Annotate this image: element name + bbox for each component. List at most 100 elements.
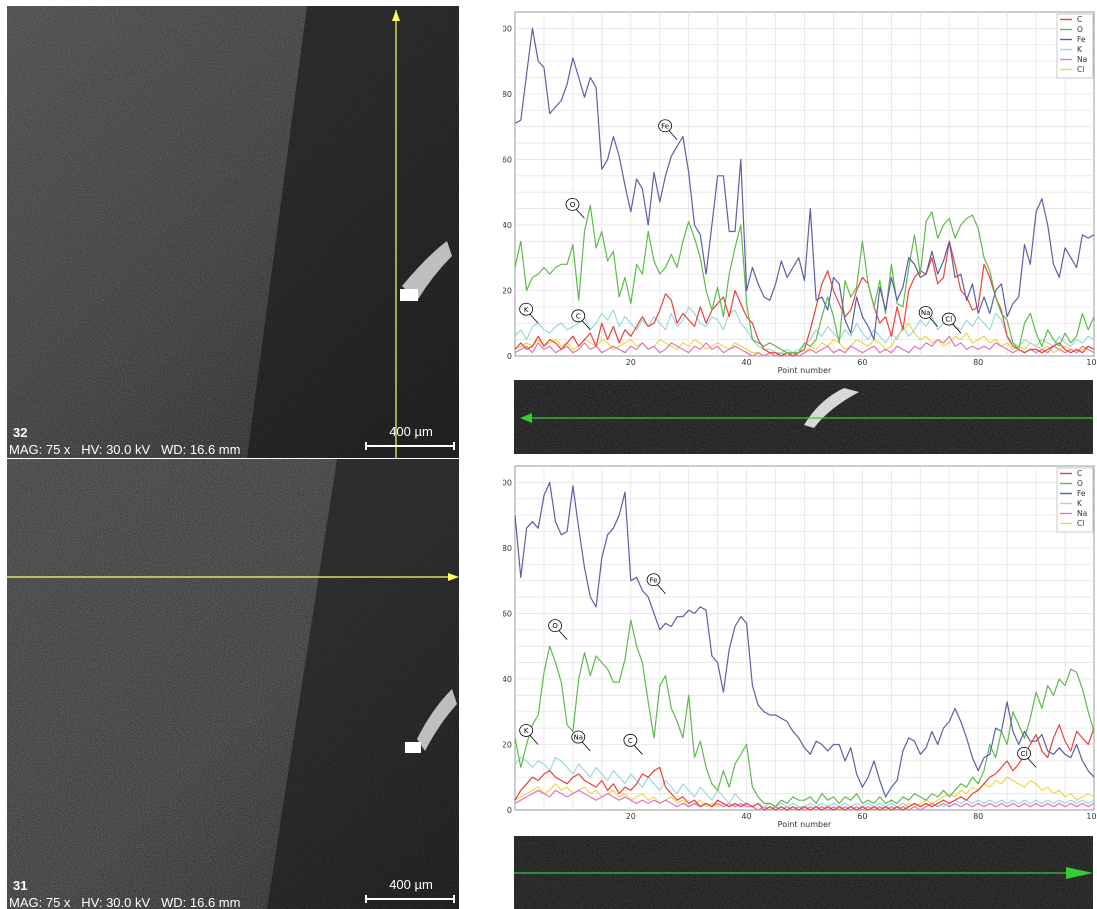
legend-label-k: K xyxy=(1077,45,1083,54)
annotation-label: O xyxy=(552,622,558,630)
series-line-fe xyxy=(514,27,1095,341)
legend-label-na: Na xyxy=(1077,509,1087,518)
legend-label-fe: Fe xyxy=(1077,35,1086,44)
annotation-leader xyxy=(580,740,591,752)
annotation-marker xyxy=(571,730,586,744)
series-line-k xyxy=(514,306,1095,354)
plot-area: 02040608010020406080100Point numberFeOKC… xyxy=(503,11,1097,375)
wd-value: WD: 16.6 mm xyxy=(161,895,241,909)
scale-label: 400 µm xyxy=(389,424,433,439)
series-line-fe xyxy=(514,481,1095,798)
legend-label-c: C xyxy=(1077,469,1082,478)
linescan-strip-top xyxy=(514,380,1093,454)
annotation-leader xyxy=(633,744,643,755)
x-tick-label: 100 xyxy=(1086,812,1097,821)
annotation-marker xyxy=(548,619,563,633)
annotation-leader xyxy=(656,583,666,595)
annotation-marker xyxy=(1017,747,1031,760)
annotation-label: K xyxy=(524,306,529,314)
y-tick-label: 100 xyxy=(503,478,512,487)
image-metadata: MAG: 75 x HV: 30.0 kV WD: 16.6 mm xyxy=(9,895,240,909)
legend-label-o: O xyxy=(1077,25,1083,34)
annotation-marker xyxy=(941,312,956,326)
annotation-label: C xyxy=(628,737,633,745)
line-profile-chart-bottom: 02040608010020406080100Point numberFeOKN… xyxy=(503,465,1097,829)
strip-arrow-left-icon xyxy=(520,413,532,423)
annotation-marker xyxy=(646,573,661,587)
wd-value: WD: 16.6 mm xyxy=(161,442,241,457)
plot-area: 02040608010020406080100Point numberFeOKN… xyxy=(503,465,1097,829)
image-number: 31 xyxy=(13,878,28,893)
annotation-k: K xyxy=(519,302,539,324)
annotation-leader xyxy=(528,734,539,745)
annotation-label: K xyxy=(524,727,529,735)
sem-texture xyxy=(7,6,459,458)
scan-arrow-icon xyxy=(448,573,459,581)
y-tick-label: 80 xyxy=(503,544,512,553)
annotation-label: Cl xyxy=(1021,750,1028,758)
x-tick-label: 40 xyxy=(742,812,752,821)
scale-bar xyxy=(365,442,455,450)
line-profile-chart-top: 02040608010020406080100Point numberFeOKC… xyxy=(503,11,1097,375)
x-tick-label: 80 xyxy=(973,812,983,821)
series-line-c xyxy=(514,724,1095,811)
x-tick-label: 40 xyxy=(742,358,752,367)
annotation-leader xyxy=(580,319,591,331)
annotation-leader xyxy=(528,312,539,324)
annotation-label: Na xyxy=(921,309,931,317)
series-line-na xyxy=(514,789,1095,811)
annotation-fe: Fe xyxy=(658,119,678,141)
annotation-marker xyxy=(623,733,638,747)
legend-label-fe: Fe xyxy=(1077,489,1086,498)
annotation-label: O xyxy=(570,201,576,209)
annotation-marker xyxy=(565,197,580,211)
annotation-label: Cl xyxy=(945,316,952,324)
annotation-fe: Fe xyxy=(646,573,666,595)
x-tick-label: 80 xyxy=(973,358,983,367)
scale-bar xyxy=(365,895,455,903)
annotation-leader xyxy=(667,129,678,141)
annotation-leader xyxy=(1026,757,1037,768)
legend-label-cl: Cl xyxy=(1077,65,1084,74)
sem-texture xyxy=(7,459,459,909)
annotation-marker xyxy=(658,119,673,133)
strip-image xyxy=(514,380,1093,454)
hv-value: HV: 30.0 kV xyxy=(81,895,151,909)
y-tick-label: 60 xyxy=(503,609,512,618)
annotation-na: Na xyxy=(918,306,938,327)
x-axis-label: Point number xyxy=(778,366,832,375)
scan-arrow-icon xyxy=(392,10,400,21)
legend-label-na: Na xyxy=(1077,55,1087,64)
scale-label: 400 µm xyxy=(389,877,433,892)
legend-label-k: K xyxy=(1077,499,1083,508)
strip-arrow-right-icon xyxy=(1066,867,1093,879)
y-tick-label: 80 xyxy=(503,90,512,99)
image-metadata: MAG: 75 x HV: 30.0 kV WD: 16.6 mm xyxy=(9,442,240,457)
y-tick-label: 100 xyxy=(503,24,512,33)
annotation-marker xyxy=(519,302,534,316)
annotation-label: Fe xyxy=(650,576,658,584)
mag-value: MAG: 75 x xyxy=(9,895,71,909)
annotation-marker xyxy=(918,306,933,319)
annotation-cl: Cl xyxy=(941,312,962,334)
hv-value: HV: 30.0 kV xyxy=(81,442,151,457)
annotation-leader xyxy=(557,629,568,640)
y-tick-label: 40 xyxy=(503,675,512,684)
x-tick-label: 100 xyxy=(1086,358,1097,367)
annotation-leader xyxy=(928,316,938,327)
y-tick-label: 40 xyxy=(503,221,512,230)
y-tick-label: 20 xyxy=(503,740,512,749)
mag-value: MAG: 75 x xyxy=(9,442,71,457)
annotation-label: Na xyxy=(574,734,584,742)
annotation-label: Fe xyxy=(661,122,669,130)
series-line-o xyxy=(514,204,1095,354)
x-tick-label: 60 xyxy=(857,358,867,367)
sem-image-32: 32 MAG: 75 x HV: 30.0 kV WD: 16.6 mm 400… xyxy=(7,6,459,458)
annotation-c: C xyxy=(571,309,591,331)
annotation-k: K xyxy=(519,724,539,745)
y-tick-label: 20 xyxy=(503,286,512,295)
x-tick-label: 20 xyxy=(626,812,636,821)
annotation-marker xyxy=(571,309,586,323)
legend-box xyxy=(1056,13,1094,79)
